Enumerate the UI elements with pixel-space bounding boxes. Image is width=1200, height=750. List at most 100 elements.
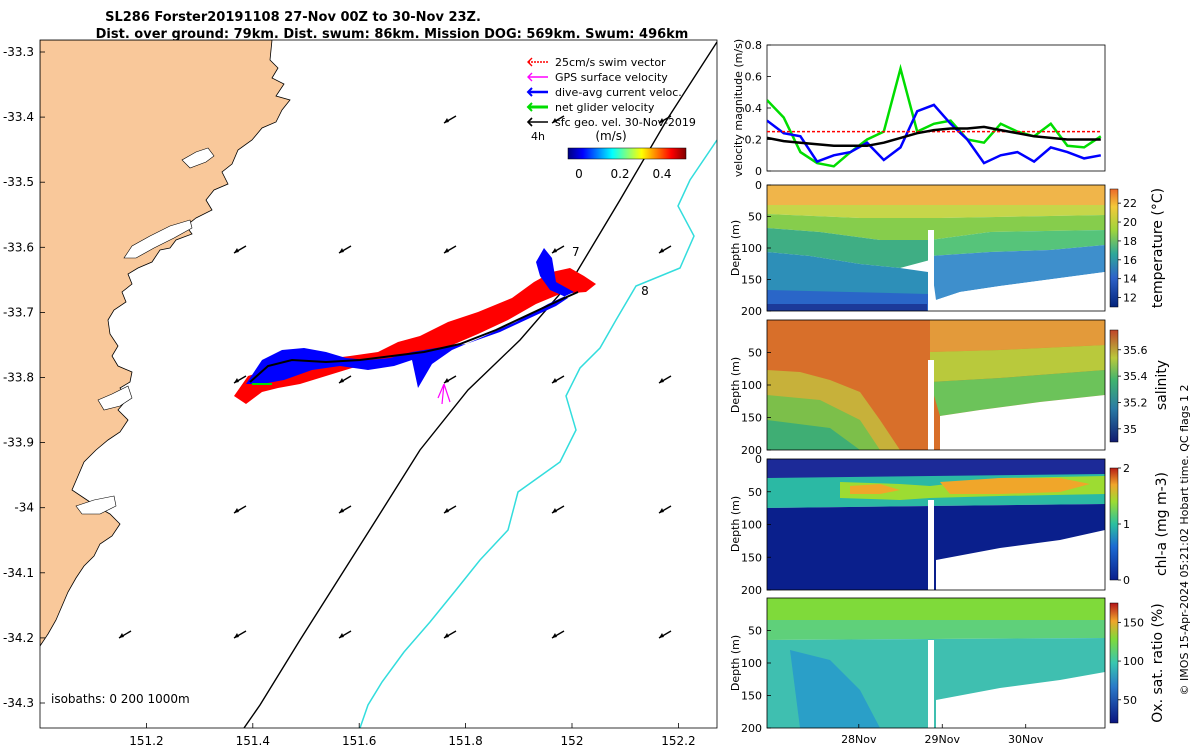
geo-arrow-head [444, 508, 449, 513]
depth-tick-label: 200 [741, 444, 762, 457]
lat-tick-label: -33.7 [3, 305, 34, 319]
colorbar-tick-label: 35.2 [1123, 396, 1148, 409]
lat-tick-label: -34.1 [3, 566, 34, 580]
geo-arrow-head [659, 118, 664, 123]
isobaths-note: isobaths: 0 200 1000m [51, 692, 190, 706]
lat-tick-label: -33.9 [3, 436, 34, 450]
estuary [97, 385, 133, 411]
geo-arrow-head [552, 633, 557, 638]
depth-tick-label: 0 [755, 179, 762, 192]
lon-tick-label: 151.4 [236, 734, 270, 748]
lon-tick-label: 152 [561, 734, 584, 748]
velocity-ticks: 0 0.2 0.4 0.6 0.8 [745, 39, 771, 178]
salinity-panel: Depth (m) salinity [729, 319, 1170, 451]
velocity-ytick-label: 0.8 [745, 39, 763, 52]
map-panel: -33.3 -33.4 -33.5 -33.6 -33.7 -33.8 -33.9 -34 -3… [3, 39, 718, 748]
section-ticks: 0501001502002220181614125010015020035.63… [741, 179, 1148, 746]
time-marker-label: 4h [531, 130, 545, 143]
estuary [123, 219, 193, 259]
chl-ylabel: Depth (m) [729, 496, 742, 552]
depth-tick-label: 100 [741, 657, 762, 670]
colorbar-tick: 0 [575, 167, 583, 181]
chl-cb-label: chl-a (mg m-3) [1154, 472, 1170, 576]
velocity-ytick-label: 0.2 [745, 134, 763, 147]
legend-gps-velocity: GPS surface velocity [527, 71, 668, 84]
geo-arrow-head [234, 378, 239, 383]
chl-panel: Depth (m) chl-a (mg m-3) [729, 458, 1170, 591]
credit-text: © IMOS 15-Apr-2024 05:21:02 Hobart time.… [1178, 385, 1191, 696]
geo-arrow-head [552, 378, 557, 383]
legend-dive-avg: dive-avg current veloc. [526, 86, 682, 99]
temperature-ylabel: Depth (m) [729, 220, 742, 276]
lon-tick-label: 151.6 [342, 734, 376, 748]
estuary [75, 495, 117, 515]
lon-tick-label: 151.8 [448, 734, 482, 748]
geo-velocity-arrows [118, 115, 672, 639]
oxygen-cb-label: Ox. sat. ratio (%) [1150, 603, 1166, 722]
temperature-cb-label: temperature (°C) [1150, 188, 1166, 308]
geo-arrow-head [339, 633, 344, 638]
legend-net-glider: net glider velocity [526, 101, 655, 114]
legend-label: dive-avg current veloc. [555, 86, 682, 99]
depth-tick-label: 200 [741, 305, 762, 318]
depth-tick-label: 50 [748, 625, 762, 638]
depth-tick-label: 50 [748, 486, 762, 499]
swim-vector-fan [234, 268, 596, 404]
geo-arrow-head [552, 508, 557, 513]
map-legend: 25cm/s swim vector GPS surface velocity … [526, 56, 696, 181]
colorbar-tick-label: 14 [1123, 273, 1137, 286]
oxygen-ylabel: Depth (m) [729, 635, 742, 691]
velocity-ytick-label: 0.4 [745, 102, 763, 115]
colorbar-tick-label: 1 [1123, 518, 1130, 531]
temperature-panel: Depth (m) temperature (°C) [729, 184, 1166, 312]
salinity-colorbar [1109, 329, 1119, 443]
lon-tick-label: 151.2 [129, 734, 163, 748]
lat-tick-label: -33.3 [3, 45, 34, 59]
colorbar-tick-label: 35.6 [1123, 344, 1148, 357]
speed-colorbar [567, 147, 687, 160]
lon-tick-label: 152.2 [661, 734, 695, 748]
day-labels: 78 [572, 245, 649, 298]
velocity-ytick-label: 0 [755, 165, 762, 178]
lat-tick-label: -33.5 [3, 175, 34, 189]
depth-tick-label: 100 [741, 242, 762, 255]
velocity-series-line [767, 103, 1102, 165]
colorbar-tick-label: 100 [1123, 655, 1144, 668]
depth-tick-label: 200 [741, 722, 762, 735]
legend-label: GPS surface velocity [555, 71, 668, 84]
velocity-ytick-label: 0.6 [745, 71, 763, 84]
colorbar-tick: 0.2 [610, 167, 629, 181]
depth-tick-label: 150 [741, 551, 762, 564]
velocity-ylabel: velocity magnitude (m/s) [732, 39, 745, 177]
depth-tick-label: 100 [741, 379, 762, 392]
isobath-200m [243, 41, 717, 728]
salinity-cb-label: salinity [1154, 360, 1170, 410]
coastline-land [40, 40, 291, 647]
figure-title-line1: SL286 Forster20191108 27-Nov 00Z to 30-N… [105, 10, 481, 25]
legend-label: sfc geo. vel. 30-Nov-2019 [555, 116, 696, 129]
colorbar-tick-label: 0 [1123, 574, 1130, 587]
lat-tick-label: -33.4 [3, 110, 34, 124]
oxygen-panel: Depth (m) Ox. sat. ratio (%) [729, 597, 1166, 729]
date-tick-label: 28Nov [841, 733, 877, 746]
geo-arrow-head [552, 118, 557, 123]
geo-arrow-head [119, 633, 124, 638]
colorbar-tick-label: 150 [1123, 616, 1144, 629]
lat-tick-label: -33.8 [3, 371, 34, 385]
gps-velocity-arrow [437, 383, 451, 405]
map-lon-ticks: 151.2 151.4 151.6 151.8 152 152.2 [129, 723, 696, 748]
geo-arrow-head [444, 633, 449, 638]
figure-title-line2: Dist. over ground: 79km. Dist. swum: 86k… [96, 27, 689, 42]
geo-arrow-head [339, 508, 344, 513]
geo-arrow-head [444, 378, 449, 383]
depth-tick-label: 150 [741, 412, 762, 425]
depth-tick-label: 150 [741, 690, 762, 703]
geo-arrow-head [552, 248, 557, 253]
glider-track [249, 291, 579, 383]
dive-avg-current-fan [246, 248, 574, 388]
velocity-series-line [767, 125, 1101, 148]
lat-tick-label: -34 [14, 501, 34, 515]
velocity-panel: 0 0.2 0.4 0.6 0.8 velocity magnitude (m/s) [732, 39, 1106, 178]
colorbar-tick-label: 20 [1123, 216, 1137, 229]
